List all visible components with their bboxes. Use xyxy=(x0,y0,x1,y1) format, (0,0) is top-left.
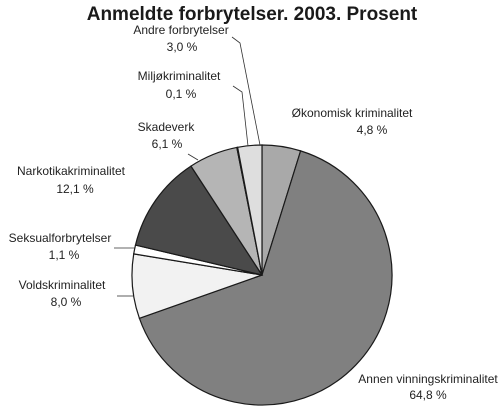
slice-label-0: Økonomisk kriminalitet xyxy=(292,106,413,120)
slice-label-3: Seksualforbrytelser xyxy=(9,231,112,245)
leader-line-6 xyxy=(232,85,249,147)
leader-line-5 xyxy=(187,153,199,161)
slice-value-label-6: 0,1 % xyxy=(166,87,197,101)
slice-labels: Økonomisk kriminalitet 4,8 % Annen vinning… xyxy=(9,23,499,402)
slice-value-label-5: 6,1 % xyxy=(152,137,183,151)
pie-slice-4 xyxy=(134,165,264,276)
slice-value-label-0: 4,8 % xyxy=(357,123,388,137)
slice-value-label-2: 8,0 % xyxy=(51,295,82,309)
slice-value-label-4: 12,1 % xyxy=(56,182,94,196)
slice-label-2: Voldskriminalitet xyxy=(19,278,106,292)
slice-value-label-1: 64,8 % xyxy=(409,388,447,402)
slice-label-4: Narkotikakriminalitet xyxy=(17,164,126,178)
pie-slice-7 xyxy=(236,144,263,276)
slice-label-7: Andre forbrytelser xyxy=(133,23,228,37)
pie-slice-1 xyxy=(138,150,393,406)
slice-label-5: Skadeverk xyxy=(138,120,196,134)
slice-label-6: Miljøkriminalitet xyxy=(138,69,221,83)
leader-line-7 xyxy=(231,36,261,146)
slice-value-label-7: 3,0 % xyxy=(167,40,198,54)
leader-lines xyxy=(114,36,261,297)
slice-value-label-3: 1,1 % xyxy=(49,248,80,262)
chart-title: Anmeldte forbrytelser. 2003. Prosent xyxy=(87,4,418,25)
slice-label-1: Annen vinningskriminalitet xyxy=(358,372,498,386)
pie-slices xyxy=(131,144,393,406)
